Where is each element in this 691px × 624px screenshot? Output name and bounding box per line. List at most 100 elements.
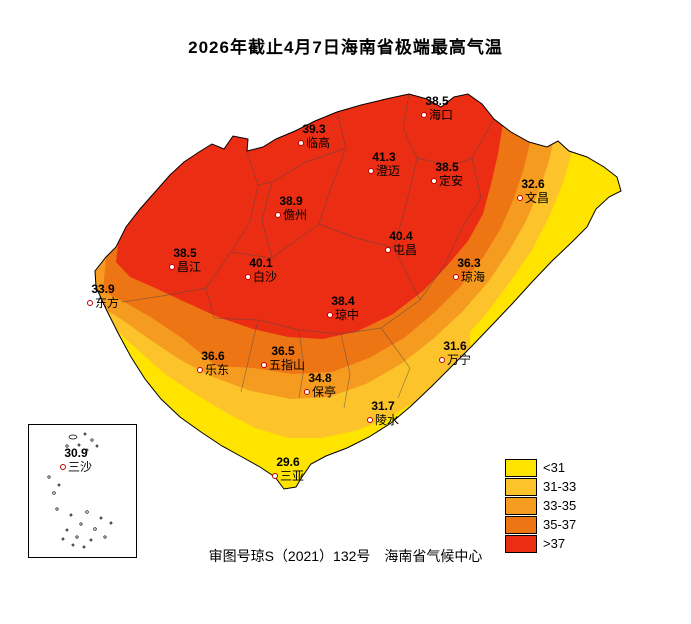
- station-marker-icon: [420, 112, 427, 118]
- station-marker-icon: [59, 464, 66, 470]
- county-boundaries: [121, 94, 495, 409]
- legend-swatch-31-33: [505, 478, 537, 496]
- station-temp: 38.5: [425, 94, 449, 108]
- station-name: 临高: [297, 136, 330, 150]
- page-title: 2026年截止4月7日海南省极端最高气温: [188, 38, 503, 57]
- station-name: 白沙: [244, 270, 277, 284]
- station-name: 昌江: [168, 260, 201, 274]
- station-name: 定安: [430, 174, 463, 188]
- station-baoting: 34.8 保亭: [303, 371, 336, 399]
- station-name: 万宁: [438, 353, 471, 367]
- station-temp: 36.3: [457, 256, 481, 270]
- station-name: 三沙: [59, 460, 92, 474]
- station-marker-icon: [516, 195, 523, 201]
- station-marker-icon: [260, 362, 267, 368]
- station-name: 三亚: [271, 469, 304, 483]
- legend-item: 31-33: [505, 478, 576, 496]
- station-marker-icon: [168, 264, 175, 270]
- station-temp: 31.6: [443, 339, 467, 353]
- station-ledong: 36.6 乐东: [196, 349, 229, 377]
- island-outline: [94, 93, 622, 490]
- station-marker-icon: [452, 274, 459, 280]
- station-temp: 29.6: [276, 455, 300, 469]
- station-name: 保亭: [303, 385, 336, 399]
- inset-islands: [47, 432, 113, 549]
- station-name: 琼中: [326, 308, 359, 322]
- station-tunchang: 40.4 屯昌: [384, 229, 417, 257]
- station-temp: 31.7: [371, 399, 395, 413]
- station-lingshui: 31.7 陵水: [366, 399, 399, 427]
- station-temp: 30.9: [64, 446, 88, 460]
- sansha-inset-map: [28, 424, 137, 558]
- station-name: 乐东: [196, 363, 229, 377]
- station-marker-icon: [297, 140, 304, 146]
- legend-item: 35-37: [505, 516, 576, 534]
- station-name: 屯昌: [384, 243, 417, 257]
- legend-swatch-lt31: [505, 459, 537, 477]
- station-marker-icon: [326, 312, 333, 318]
- station-chengmai: 41.3 澄迈: [367, 150, 400, 178]
- station-dingan: 38.5 定安: [430, 160, 463, 188]
- station-marker-icon: [244, 274, 251, 280]
- station-temp: 38.5: [435, 160, 459, 174]
- station-marker-icon: [366, 417, 373, 423]
- station-temp: 38.5: [173, 246, 197, 260]
- station-name: 文昌: [516, 191, 549, 205]
- station-marker-icon: [430, 178, 437, 184]
- station-temp: 40.1: [249, 256, 273, 270]
- station-name: 五指山: [260, 358, 305, 372]
- station-marker-icon: [274, 212, 281, 218]
- legend-label: 35-37: [543, 517, 577, 532]
- legend-item: 33-35: [505, 497, 576, 515]
- station-lingao: 39.3 临高: [297, 122, 330, 150]
- legend-label: 31-33: [543, 479, 577, 494]
- station-temp: 34.8: [308, 371, 332, 385]
- station-haikou: 38.5 海口: [420, 94, 453, 122]
- station-wanning: 31.6 万宁: [438, 339, 471, 367]
- legend-swatch-33-35: [505, 497, 537, 515]
- station-temp: 36.5: [271, 344, 295, 358]
- legend-item: <31: [505, 459, 576, 477]
- station-temp: 41.3: [372, 150, 396, 164]
- legend-swatch-gt37: [505, 535, 537, 553]
- station-qiongzhong: 38.4 琼中: [326, 294, 359, 322]
- legend-item: >37: [505, 535, 576, 553]
- zone-gt37: [116, 94, 503, 339]
- station-marker-icon: [438, 357, 445, 363]
- station-marker-icon: [196, 367, 203, 373]
- station-temp: 40.4: [389, 229, 413, 243]
- station-name: 儋州: [274, 208, 307, 222]
- legend-label: <31: [543, 460, 566, 475]
- station-marker-icon: [86, 300, 93, 306]
- station-temp: 32.6: [521, 177, 545, 191]
- station-temp: 36.6: [201, 349, 225, 363]
- station-wenchang: 32.6 文昌: [516, 177, 549, 205]
- station-sansha: 30.9 三沙: [59, 446, 92, 474]
- legend-label: >37: [543, 536, 566, 551]
- station-temp: 33.9: [91, 282, 115, 296]
- legend-label: 33-35: [543, 498, 577, 513]
- station-baisha: 40.1 白沙: [244, 256, 277, 284]
- station-marker-icon: [271, 473, 278, 479]
- station-wuzhishan: 36.5 五指山: [260, 344, 305, 372]
- station-temp: 39.3: [302, 122, 326, 136]
- station-dongfang: 33.9 东方: [86, 282, 119, 310]
- station-name: 琼海: [452, 270, 485, 284]
- station-name: 澄迈: [367, 164, 400, 178]
- station-temp: 38.9: [279, 194, 303, 208]
- station-qionghai: 36.3 琼海: [452, 256, 485, 284]
- station-marker-icon: [384, 247, 391, 253]
- station-sanya: 29.6 三亚: [271, 455, 304, 483]
- station-name: 海口: [420, 108, 453, 122]
- legend-swatch-35-37: [505, 516, 537, 534]
- station-changjiang: 38.5 昌江: [168, 246, 201, 274]
- station-danzhou: 38.9 儋州: [274, 194, 307, 222]
- station-temp: 38.4: [331, 294, 355, 308]
- station-name: 东方: [86, 296, 119, 310]
- temperature-legend: <31 31-33 33-35 35-37 >37: [505, 459, 576, 554]
- map-approval-caption: 审图号琼S（2021）132号 海南省气候中心: [208, 548, 483, 564]
- station-name: 陵水: [366, 413, 399, 427]
- station-marker-icon: [367, 168, 374, 174]
- station-marker-icon: [303, 389, 310, 395]
